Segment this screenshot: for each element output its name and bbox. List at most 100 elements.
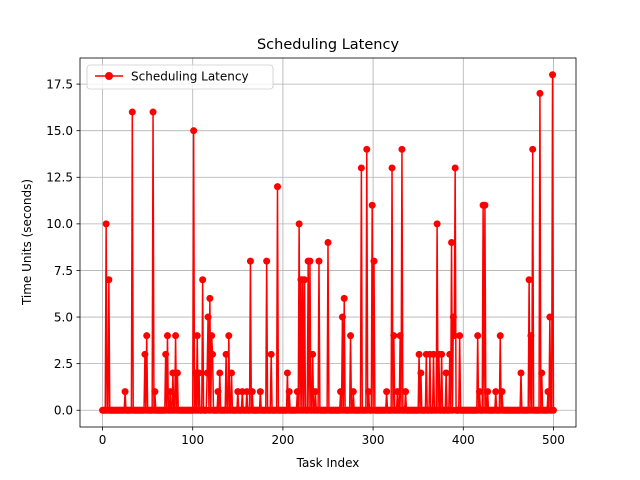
data-point xyxy=(496,332,504,340)
data-point xyxy=(484,388,492,396)
data-point xyxy=(228,369,236,377)
data-point xyxy=(383,388,391,396)
data-point xyxy=(246,257,254,265)
data-point xyxy=(338,313,346,321)
y-tick-label: 10.0 xyxy=(46,217,73,231)
data-point xyxy=(173,369,181,377)
data-point xyxy=(163,332,171,340)
data-point xyxy=(365,388,373,396)
plot-frame xyxy=(79,57,577,428)
data-point xyxy=(267,350,275,358)
data-point xyxy=(222,350,230,358)
data-point xyxy=(396,332,404,340)
data-point xyxy=(203,369,211,377)
data-point xyxy=(549,406,557,414)
data-point xyxy=(311,388,319,396)
data-point xyxy=(398,145,406,153)
data-point xyxy=(301,276,309,284)
data-point xyxy=(162,350,170,358)
data-point xyxy=(446,350,454,358)
data-point xyxy=(546,313,554,321)
data-point xyxy=(415,350,423,358)
data-point xyxy=(141,350,149,358)
y-tick-label: 2.5 xyxy=(54,357,73,371)
data-point xyxy=(225,332,233,340)
data-point xyxy=(166,388,174,396)
data-point xyxy=(209,350,217,358)
data-point xyxy=(525,276,533,284)
data-point xyxy=(199,276,207,284)
data-point xyxy=(102,220,110,228)
data-point xyxy=(306,257,314,265)
legend-marker-swatch xyxy=(105,72,113,80)
data-point xyxy=(536,89,544,97)
data-point xyxy=(517,369,525,377)
data-point xyxy=(243,388,251,396)
data-point xyxy=(456,332,464,340)
data-point xyxy=(172,332,180,340)
data-point xyxy=(143,332,151,340)
data-point xyxy=(295,220,303,228)
data-point xyxy=(370,257,378,265)
x-axis-label: Task Index xyxy=(296,456,360,470)
data-point xyxy=(128,108,136,116)
data-point xyxy=(527,332,535,340)
data-point xyxy=(193,332,201,340)
data-point xyxy=(448,239,456,246)
data-point xyxy=(121,388,129,396)
data-point xyxy=(208,332,216,340)
data-point xyxy=(256,388,264,396)
chart-title: Scheduling Latency xyxy=(257,37,399,53)
x-tick-label: 200 xyxy=(271,433,294,447)
legend-label: Scheduling Latency xyxy=(131,70,249,84)
legend: Scheduling Latency xyxy=(86,64,274,90)
data-point xyxy=(204,313,212,321)
y-tick-label: 0.0 xyxy=(54,404,73,418)
y-tick-label: 15.0 xyxy=(46,124,73,138)
axis-ticks: 0 100 200 300 400 500 0.0 2.5 5.0 7.5 10.0 12.5 15.0… xyxy=(46,77,565,447)
data-point xyxy=(263,257,271,265)
data-point xyxy=(248,388,256,396)
data-point xyxy=(216,369,224,377)
series-scheduling-latency xyxy=(99,71,557,414)
data-point xyxy=(438,350,446,358)
data-point xyxy=(492,388,500,396)
x-tick-label: 0 xyxy=(99,433,107,447)
data-point xyxy=(190,127,198,135)
x-tick-label: 500 xyxy=(542,433,565,447)
data-point xyxy=(309,350,317,358)
y-tick-label: 7.5 xyxy=(54,264,73,278)
legend-box xyxy=(86,64,274,90)
data-point xyxy=(340,294,348,302)
data-point xyxy=(283,369,291,377)
x-tick-label: 300 xyxy=(362,433,385,447)
y-tick-label: 12.5 xyxy=(46,171,73,185)
y-tick-label: 17.5 xyxy=(46,77,73,91)
y-axis-label: Time Units (seconds) xyxy=(20,179,34,306)
data-point xyxy=(450,332,458,340)
data-point xyxy=(549,71,557,79)
data-point xyxy=(474,332,482,340)
y-tick-label: 5.0 xyxy=(54,310,73,324)
data-point xyxy=(433,220,441,228)
data-point xyxy=(449,313,457,321)
data-point xyxy=(476,388,484,396)
data-point xyxy=(151,388,159,396)
data-point xyxy=(368,201,376,209)
data-point xyxy=(285,388,293,396)
data-point xyxy=(442,369,450,377)
data-point xyxy=(402,388,410,396)
data-point xyxy=(195,369,203,377)
data-point xyxy=(538,369,546,377)
data-point xyxy=(214,388,222,396)
data-point xyxy=(544,388,552,396)
data-point xyxy=(349,388,357,396)
data-point xyxy=(481,201,489,209)
data-point xyxy=(390,332,398,340)
data-point xyxy=(274,183,281,191)
data-point xyxy=(388,164,396,172)
data-point xyxy=(417,369,425,377)
data-point xyxy=(293,388,301,396)
data-point xyxy=(324,239,332,246)
